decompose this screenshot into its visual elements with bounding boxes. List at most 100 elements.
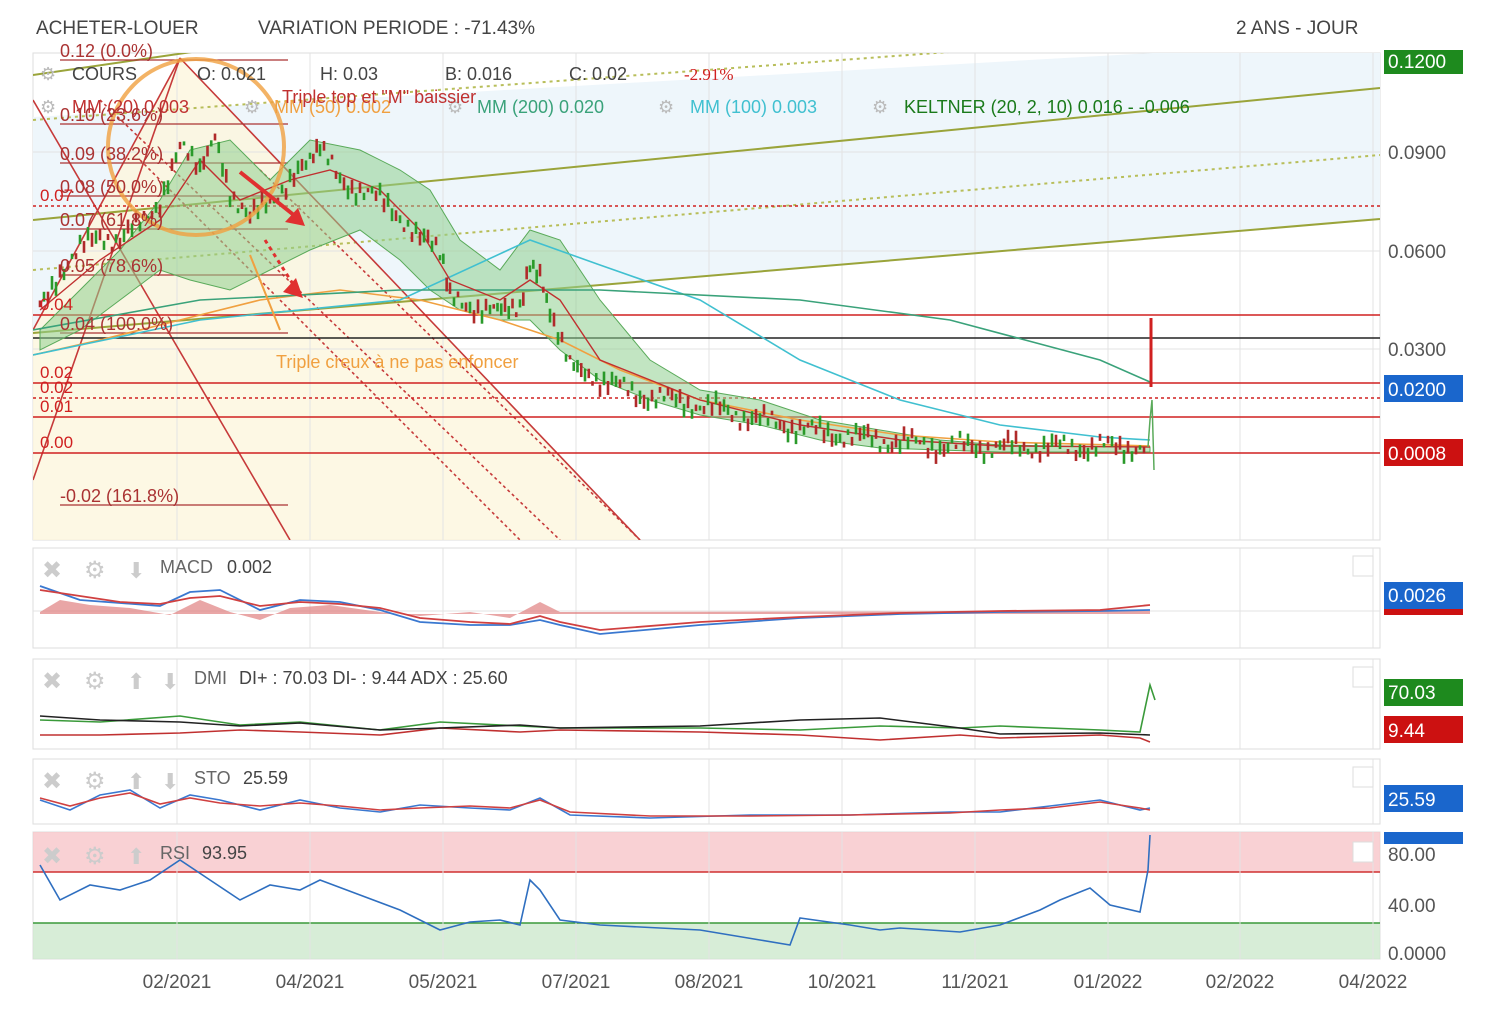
candle (866, 423, 870, 438)
arrow-down-icon[interactable]: ⬇ (161, 769, 179, 794)
candle (790, 419, 794, 434)
candle (890, 441, 894, 453)
candle (950, 435, 954, 444)
candle (762, 404, 766, 415)
badge-low (1384, 439, 1463, 466)
close-icon[interactable]: ✖ (42, 557, 62, 584)
candle (98, 228, 102, 241)
arrow-up-icon[interactable]: ⬆ (127, 669, 145, 694)
candle (826, 422, 830, 437)
candle (560, 331, 564, 343)
candle (492, 304, 496, 309)
arrow-up-icon[interactable]: ⬆ (127, 844, 145, 869)
candle (252, 198, 256, 213)
candle (898, 439, 902, 454)
candle (930, 438, 934, 451)
cours-gear-icon[interactable]: ⚙ (40, 64, 56, 84)
candle (414, 221, 418, 234)
candle (934, 450, 938, 464)
candle (545, 293, 548, 303)
candle (572, 362, 576, 371)
candle (698, 405, 702, 411)
x-tick-label: 05/2021 (409, 972, 478, 993)
candle (386, 192, 390, 207)
candle (568, 355, 572, 360)
candle (480, 310, 484, 324)
candle (862, 425, 866, 440)
candle (1050, 433, 1054, 448)
candle (922, 436, 926, 445)
arrow-down-icon[interactable]: ⬇ (127, 558, 145, 583)
candle (62, 268, 66, 281)
candle (190, 145, 194, 157)
candle (300, 158, 304, 171)
gear-icon[interactable]: ⚙ (84, 768, 106, 795)
candle (1006, 429, 1010, 444)
candle (525, 266, 528, 280)
candle (304, 160, 308, 170)
close-icon[interactable]: ✖ (42, 843, 62, 870)
candle (390, 208, 394, 222)
candle (322, 140, 326, 151)
candle (496, 302, 499, 312)
candle (1142, 446, 1146, 454)
candle (1010, 440, 1014, 455)
candle (468, 301, 472, 314)
candle (742, 411, 746, 422)
panel-checkbox[interactable] (1352, 841, 1374, 863)
close-icon[interactable]: ✖ (42, 768, 62, 795)
candle (518, 299, 522, 308)
gear-icon[interactable]: ⚙ (84, 557, 106, 584)
sto-badge: 25.59 (1388, 790, 1436, 811)
mm200-gear-icon[interactable]: ⚙ (447, 97, 463, 117)
arrow-down-icon[interactable]: ⬇ (161, 669, 179, 694)
arrow-up-icon[interactable]: ⬆ (127, 769, 145, 794)
mm50-gear-icon[interactable]: ⚙ (244, 97, 260, 117)
candle (650, 389, 654, 402)
candle (622, 376, 626, 382)
change-value: -2.91% (684, 65, 734, 84)
candle (326, 158, 330, 166)
rsi-panel: ✖ ⚙ ⬆ RSI 93.95 80.00 40.00 0.0000 (32, 831, 1463, 965)
candle (678, 389, 682, 404)
candle (1102, 443, 1106, 448)
candle (1138, 445, 1142, 450)
panel-checkbox[interactable] (1352, 555, 1374, 577)
panel-checkbox[interactable] (1352, 666, 1374, 688)
candle (798, 419, 802, 431)
candle (434, 236, 438, 246)
mm200-line (33, 289, 1151, 383)
gear-icon[interactable]: ⚙ (84, 843, 106, 870)
period-label[interactable]: 2 ANS - JOUR (1236, 18, 1359, 39)
keltner-gear-icon[interactable]: ⚙ (872, 97, 888, 117)
candle (296, 160, 300, 175)
candle (86, 226, 90, 241)
bear-arrow (238, 170, 302, 222)
candle (402, 227, 406, 232)
candle (1054, 434, 1058, 447)
candle (186, 153, 190, 161)
gear-icon[interactable]: ⚙ (84, 668, 106, 695)
candle (658, 386, 662, 393)
candle (802, 426, 806, 435)
mm100-gear-icon[interactable]: ⚙ (658, 97, 674, 117)
candle (830, 433, 834, 447)
mm100-label: MM (100) 0.003 (690, 97, 817, 117)
panel-checkbox[interactable] (1352, 766, 1374, 788)
y-tick: 0.0600 (1388, 242, 1446, 263)
candle (78, 234, 82, 245)
candle (674, 393, 678, 408)
fib-label: 0.09 (38.2%) (60, 144, 163, 164)
candle (1122, 449, 1126, 464)
mm20-gear-icon[interactable]: ⚙ (40, 97, 56, 117)
candle (814, 425, 818, 435)
close-icon[interactable]: ✖ (42, 668, 62, 695)
candle (754, 408, 758, 423)
low-value: B: 0.016 (445, 64, 512, 84)
candle (718, 401, 722, 416)
candle (858, 427, 862, 441)
candle (194, 162, 198, 175)
candle (734, 411, 738, 416)
di-plus-line (39, 681, 1156, 733)
candle (338, 172, 342, 184)
